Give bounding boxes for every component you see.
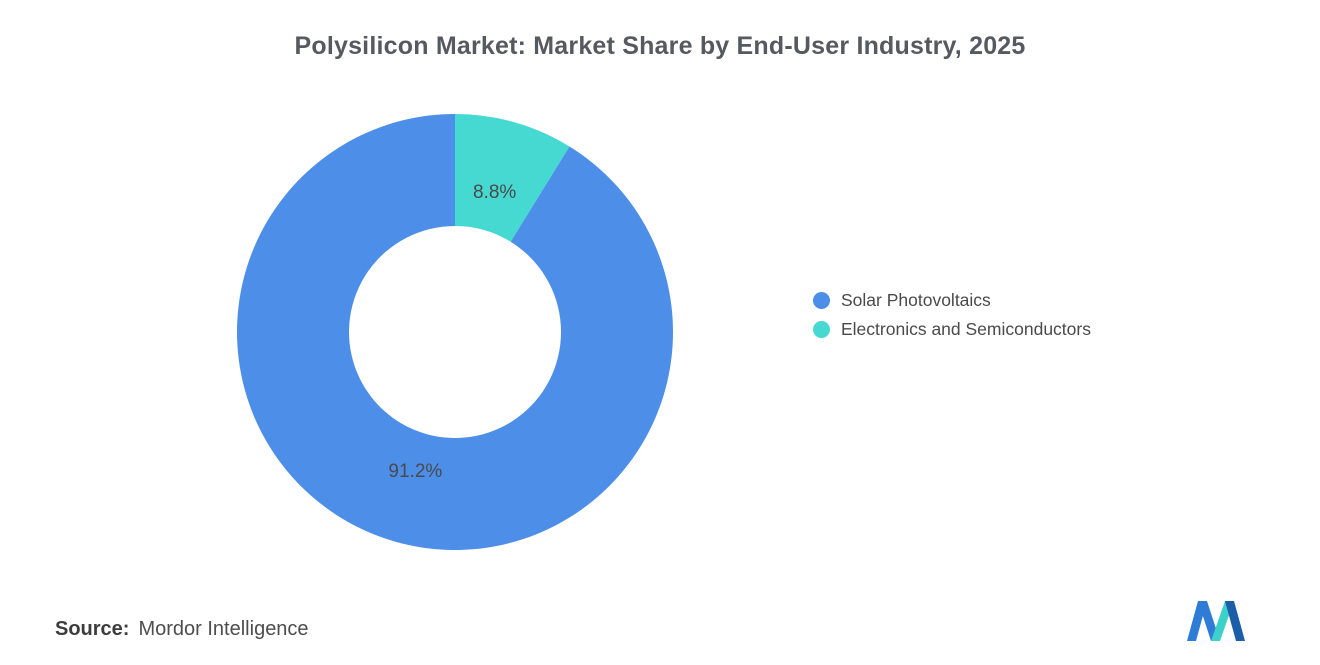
chart-legend: Solar Photovoltaics Electronics and Semi… xyxy=(813,282,1091,348)
slice-label-solar-photovoltaics: 91.2% xyxy=(388,461,442,482)
legend-item-electronics-semiconductors: Electronics and Semiconductors xyxy=(813,319,1091,340)
slice-label-electronics-and-semiconductors: 8.8% xyxy=(473,182,516,203)
legend-label-electronics: Electronics and Semiconductors xyxy=(841,319,1091,339)
donut-slice-solar-photovoltaics xyxy=(236,114,673,550)
legend-swatch-electronics xyxy=(813,321,830,338)
donut-slice-electronics-and-semiconductors xyxy=(455,114,570,242)
source-line: Source: Mordor Intelligence xyxy=(55,618,309,641)
legend-swatch-solar xyxy=(813,292,830,309)
logo-stroke-4 xyxy=(1225,601,1245,641)
chart-area: 8.8% 91.2% Solar Photovoltaics Electronic… xyxy=(0,102,1320,562)
chart-title: Polysilicon Market: Market Share by End-… xyxy=(294,32,1026,60)
source-value: Mordor Intelligence xyxy=(138,618,309,640)
legend-item-solar-photovoltaics: Solar Photovoltaics xyxy=(813,290,1091,311)
source-label: Source: xyxy=(55,618,130,640)
donut-chart: 8.8% 91.2% xyxy=(236,114,673,550)
mordor-intelligence-logo xyxy=(1187,601,1245,641)
donut-chart-container: 8.8% 91.2% xyxy=(225,102,685,562)
legend-label-solar: Solar Photovoltaics xyxy=(841,290,991,310)
